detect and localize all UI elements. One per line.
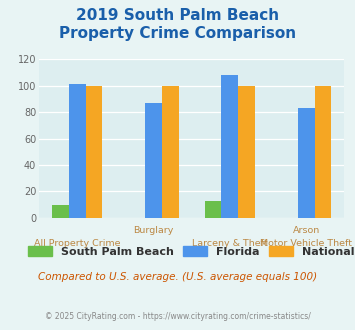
Text: Larceny & Theft: Larceny & Theft [192,239,268,248]
Bar [162,86,179,218]
Bar [205,201,222,218]
Bar [238,86,255,218]
Text: Arson: Arson [293,226,320,235]
Text: Property Crime Comparison: Property Crime Comparison [59,26,296,41]
Text: Motor Vehicle Theft: Motor Vehicle Theft [260,239,352,248]
Text: All Property Crime: All Property Crime [34,239,120,248]
Text: © 2025 CityRating.com - https://www.cityrating.com/crime-statistics/: © 2025 CityRating.com - https://www.city… [45,312,310,321]
Bar [298,108,315,218]
Bar [145,103,162,218]
Legend: South Palm Beach, Florida, National: South Palm Beach, Florida, National [23,242,355,261]
Text: Compared to U.S. average. (U.S. average equals 100): Compared to U.S. average. (U.S. average … [38,272,317,282]
Bar [222,75,238,218]
Text: 2019 South Palm Beach: 2019 South Palm Beach [76,8,279,23]
Bar [69,84,86,218]
Bar [52,205,69,218]
Bar [86,86,102,218]
Text: Burglary: Burglary [133,226,174,235]
Bar [315,86,331,218]
